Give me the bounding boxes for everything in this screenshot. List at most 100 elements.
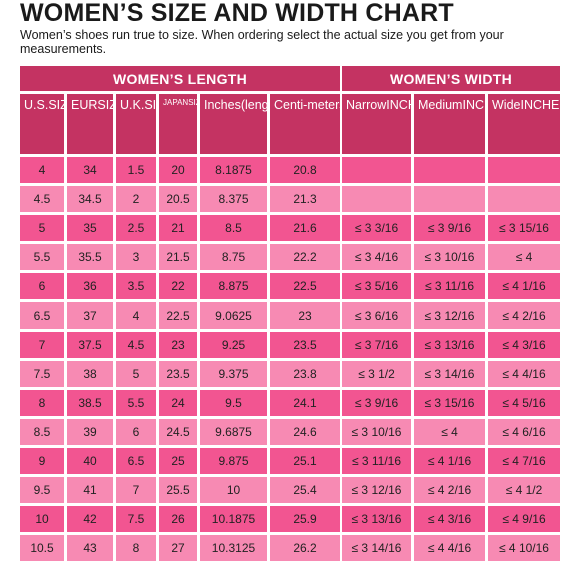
width-table-cell: ≤ 3 14/16 (342, 535, 411, 562)
width-table-cell: ≤ 3 15/16 (414, 389, 485, 416)
length-table-cell: 9.0625 (200, 302, 267, 329)
length-table-cell: 9 (20, 447, 64, 475)
width-table-cell: ≤ 3 11/16 (342, 447, 411, 475)
length-table-cell: 8.1875 (200, 157, 267, 184)
length-table-cell: 8.5 (20, 418, 64, 445)
width-table-cell: ≤ 3 12/16 (414, 302, 485, 329)
length-table-cell: 4.5 (20, 186, 64, 213)
length-table-cell: 25.5 (159, 477, 197, 504)
length-table-cell: 10 (20, 506, 64, 533)
length-table-cell: 8 (20, 389, 64, 416)
length-table-header: WOMEN’S LENGTH (20, 66, 340, 91)
width-table-cell (488, 186, 560, 213)
length-table-cell: 25.4 (270, 477, 340, 504)
length-table-cell: 21 (159, 215, 197, 242)
width-table: WOMEN’S WIDTH Narrow INCHES Medium INCHES Wi… (342, 66, 568, 578)
length-table-cell: 34.5 (67, 186, 113, 213)
width-table-cell: ≤ 4 10/16 (488, 535, 560, 562)
length-table-cell: 38 (67, 360, 113, 387)
length-table-cell: 7 (116, 477, 156, 504)
length-table-cell: 10.5 (20, 535, 64, 562)
length-table-cell: 22.5 (270, 273, 340, 300)
width-table-cell (414, 157, 485, 184)
length-table-column-header-line: EUR (71, 98, 98, 112)
length-table-cell: 20.8 (270, 157, 340, 184)
width-table-cell: ≤ 4 9/16 (488, 506, 560, 533)
width-table-cell: ≤ 4 5/16 (488, 389, 560, 416)
width-table-cell: ≤ 4 1/16 (488, 273, 560, 300)
length-table-column-header: Centi-meters(length) (270, 94, 388, 154)
width-table-cell: ≤ 3 6/16 (342, 302, 411, 329)
length-table-cell: 35 (67, 215, 113, 242)
length-table-cell: 22.2 (270, 244, 340, 271)
length-table-cell: 10.1875 (200, 506, 267, 533)
width-table-cell: ≤ 4 (488, 244, 560, 271)
width-table-cell: ≤ 3 14/16 (414, 360, 485, 387)
length-table-cell: 9.5 (200, 389, 267, 416)
length-table-cell: 42 (67, 506, 113, 533)
length-table-cell: 8.875 (200, 273, 267, 300)
length-table-cell: 6 (116, 418, 156, 445)
length-table-cell: 23 (270, 302, 340, 329)
length-table-cell: 6 (20, 273, 64, 300)
length-table-cell: 6.5 (20, 302, 64, 329)
length-table-cell: 4 (116, 302, 156, 329)
length-table-cell: 1.5 (116, 157, 156, 184)
length-table-cell: 23 (159, 331, 197, 358)
length-table-cell: 25 (159, 447, 197, 475)
length-table-cell: 20.5 (159, 186, 197, 213)
length-table-column-header-line: U.S. (24, 98, 49, 112)
width-table-cell: ≤ 3 13/16 (342, 506, 411, 533)
length-table-column-header: Inches (length) (200, 94, 283, 154)
length-table-cell: 8.75 (200, 244, 267, 271)
width-table-cell: ≤ 3 10/16 (342, 418, 411, 445)
length-table-column-header: EUR SIZE (67, 94, 125, 154)
width-table-cell: ≤ 3 3/16 (342, 215, 411, 242)
width-table-cell: ≤ 4 4/16 (488, 360, 560, 387)
length-table-column-header-line: U.K. (120, 98, 145, 112)
length-table-cell: 9.375 (200, 360, 267, 387)
length-table-cell: 22.5 (159, 302, 197, 329)
width-table-grid: WOMEN’S WIDTH Narrow INCHES Medium INCHES Wi… (342, 66, 568, 578)
length-table-cell: 2 (116, 186, 156, 213)
length-table-cell: 3.5 (116, 273, 156, 300)
width-table-cell (414, 186, 485, 213)
length-table-cell: 23.8 (270, 360, 340, 387)
length-table-cell: 9.6875 (200, 418, 267, 445)
width-table-column-header-line: Narrow (346, 98, 387, 112)
length-table-cell: 41 (67, 477, 113, 504)
length-table-cell: 10.3125 (200, 535, 267, 562)
width-table-cell (342, 186, 411, 213)
width-table-cell: ≤ 3 9/16 (414, 215, 485, 242)
length-table-cell: 24.1 (270, 389, 340, 416)
length-table-grid: WOMEN’S LENGTH U.S.SIZEEURSIZEU.K.SIZEJA… (20, 66, 388, 578)
length-table-column-header-line: meters (307, 98, 346, 112)
width-table-cell (488, 157, 560, 184)
width-table-header: WOMEN’S WIDTH (342, 66, 560, 91)
page-subtitle: Women’s shoes run true to size. When ord… (20, 28, 504, 56)
length-table-cell: 40 (67, 447, 113, 475)
length-table-cell: 23.5 (159, 360, 197, 387)
length-table-cell: 24.5 (159, 418, 197, 445)
length-table-cell: 35.5 (67, 244, 113, 271)
length-table-column-header-line: JAPAN (163, 98, 189, 107)
length-table-cell: 21.5 (159, 244, 197, 271)
length-table-cell: 36 (67, 273, 113, 300)
length-table-cell: 9.5 (20, 477, 64, 504)
width-table-cell: ≤ 3 7/16 (342, 331, 411, 358)
width-table-cell: ≤ 3 13/16 (414, 331, 485, 358)
length-table-cell: 23.5 (270, 331, 340, 358)
length-table-cell: 5.5 (116, 389, 156, 416)
width-table-cell: ≤ 3 10/16 (414, 244, 485, 271)
width-table-cell: ≤ 4 7/16 (488, 447, 560, 475)
width-table-cell: ≤ 4 2/16 (414, 477, 485, 504)
length-table-cell: 4 (20, 157, 64, 184)
width-table-cell: ≤ 4 4/16 (414, 535, 485, 562)
width-table-column-header-line: Wide (492, 98, 521, 112)
length-table-cell: 43 (67, 535, 113, 562)
width-table-column-header: Wide INCHES (488, 94, 568, 154)
length-table-cell: 27 (159, 535, 197, 562)
length-table-cell: 7 (20, 331, 64, 358)
length-table-column-header: U.K.SIZE (116, 94, 172, 154)
length-table-cell: 6.5 (116, 447, 156, 475)
